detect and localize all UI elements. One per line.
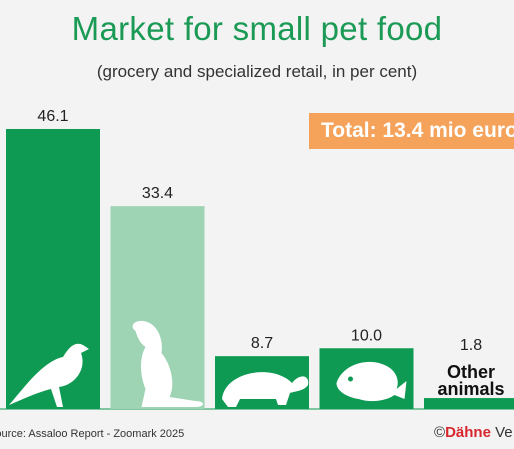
total-badge: Total: 13.4 mio euro [309, 113, 514, 149]
value-label-3: 10.0 [351, 327, 382, 344]
value-label-2: 8.7 [251, 335, 273, 352]
brand-name-part2: Ve [490, 424, 513, 441]
value-label-1: 33.4 [142, 185, 173, 202]
fish-icon [336, 361, 407, 402]
copyright-symbol: © [434, 424, 446, 441]
source-note: Source: Assaloo Report - Zoomark 2025 [0, 428, 185, 440]
bird-icon [9, 343, 89, 407]
brand-name-part1: Dähne [445, 424, 491, 441]
bar-4 [424, 398, 514, 409]
chart-title: Market for small pet food [71, 10, 443, 47]
brand-logo: ©Dähne Ve [434, 424, 513, 441]
category-label-4: Other animals [437, 362, 504, 399]
value-label-4: 1.8 [460, 337, 482, 354]
value-label-0: 46.1 [37, 108, 68, 125]
chart-subtitle: (grocery and specialized retail, in per … [96, 62, 418, 81]
turtle-icon [222, 372, 309, 407]
rodent-icon [132, 320, 203, 407]
